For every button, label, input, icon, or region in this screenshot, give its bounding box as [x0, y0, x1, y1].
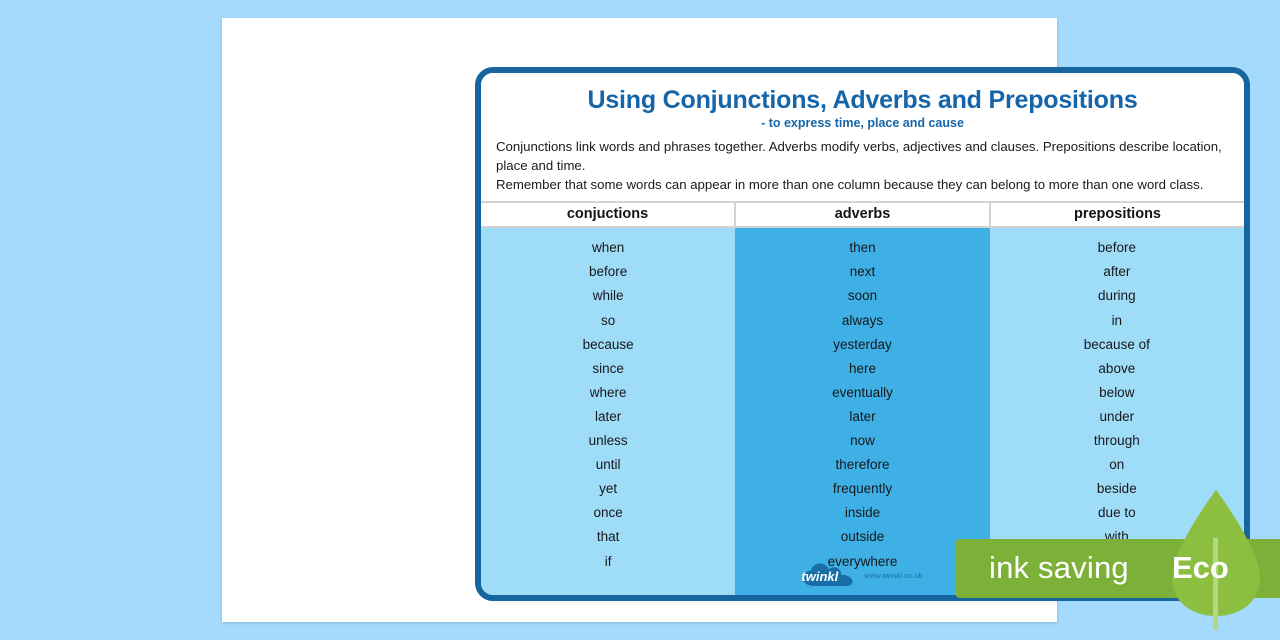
word-item: since — [592, 360, 624, 376]
word-item: in — [1111, 312, 1123, 328]
twinkl-url: www.twinkl.co.uk — [864, 570, 923, 580]
intro-paragraph-1: Conjunctions link words and phrases toge… — [496, 139, 1222, 173]
word-item: eventually — [832, 384, 893, 400]
page-subtitle: - to express time, place and cause — [761, 116, 964, 130]
word-item: always — [841, 312, 884, 328]
word-item: until — [595, 457, 621, 473]
word-item: beside — [1096, 481, 1137, 497]
word-class-table: conjuctions adverbs prepositions when bef… — [481, 201, 1244, 595]
word-item: because — [582, 336, 634, 352]
column-adverbs: then next soon always yesterday here eventuall… — [735, 228, 990, 595]
twinkl-logo: twinkl www.twinkl.co.uk — [802, 562, 923, 588]
word-item: unless — [588, 433, 628, 449]
word-item: then — [849, 240, 876, 256]
word-item: during — [1098, 288, 1136, 304]
eco-badge-word: Eco — [1172, 550, 1229, 585]
word-item: therefore — [835, 457, 890, 473]
poster-card: Using Conjunctions, Adverbs and Preposit… — [475, 67, 1250, 601]
word-item: below — [1099, 384, 1135, 400]
intro-paragraph-2: Remember that some words can appear in m… — [496, 177, 1204, 192]
column-conjunctions: when before while so because since where later u… — [481, 228, 736, 595]
word-item: when — [592, 240, 625, 256]
word-item: yet — [599, 481, 618, 497]
word-item: through — [1093, 433, 1140, 449]
word-item: once — [593, 505, 623, 521]
word-item: before — [1097, 240, 1136, 256]
column-header-prepositions: prepositions — [989, 203, 1244, 226]
poster-header: Using Conjunctions, Adverbs and Preposit… — [481, 73, 1244, 194]
table-header-row: conjuctions adverbs prepositions — [481, 203, 1244, 228]
word-item: so — [601, 312, 616, 328]
word-item: soon — [847, 288, 878, 304]
word-item: where — [589, 384, 627, 400]
word-item: next — [849, 264, 876, 280]
column-header-conjunctions: conjuctions — [566, 206, 649, 222]
word-item: after — [1103, 264, 1131, 280]
word-item: because of — [1083, 336, 1150, 352]
leaf-shape — [1172, 490, 1260, 630]
word-item: before — [589, 264, 628, 280]
intro-text: Conjunctions link words and phrases toge… — [495, 137, 1230, 194]
word-item: on — [1109, 457, 1125, 473]
svg-text:twinkl: twinkl — [802, 569, 839, 584]
twinkl-cloud-icon: twinkl — [802, 563, 854, 586]
word-item: under — [1099, 408, 1135, 424]
word-item: everywhere — [827, 553, 898, 569]
word-item: yesterday — [833, 336, 892, 352]
word-item: later — [849, 408, 876, 424]
word-item: while — [592, 288, 624, 304]
word-item: that — [596, 529, 620, 545]
eco-badge-label: ink saving — [989, 550, 1129, 585]
eco-leaf-icon — [1168, 486, 1264, 634]
column-header-adverbs: adverbs — [734, 203, 989, 226]
word-item: inside — [844, 505, 881, 521]
word-item: outside — [840, 529, 885, 545]
paper-sheet: Using Conjunctions, Adverbs and Preposit… — [222, 18, 1250, 622]
page-title: Using Conjunctions, Adverbs and Preposit… — [587, 86, 1138, 114]
word-item: due to — [1098, 505, 1136, 521]
word-item: later — [595, 408, 622, 424]
word-item: here — [848, 360, 876, 376]
word-item: now — [850, 433, 875, 449]
word-item: frequently — [832, 481, 893, 497]
word-item: above — [1098, 360, 1136, 376]
word-item: if — [604, 553, 612, 569]
